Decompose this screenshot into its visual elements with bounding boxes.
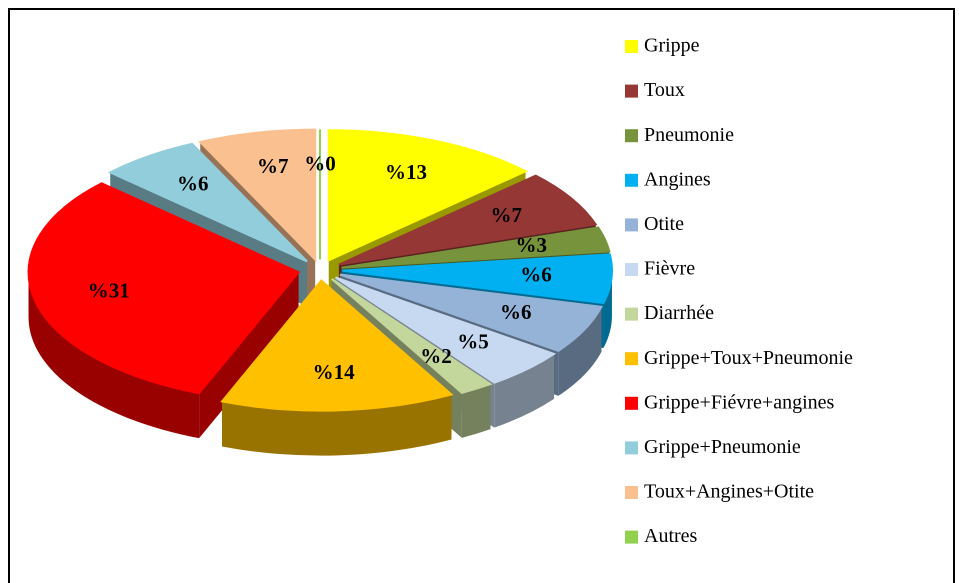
slice [27, 182, 301, 439]
pie-slice [331, 278, 493, 394]
slice-wall [461, 384, 491, 438]
slice-wall [558, 306, 602, 396]
pie-slice [107, 142, 308, 263]
data-label: %0 [304, 152, 336, 176]
data-label: %5 [457, 329, 489, 353]
pie-slice [327, 129, 528, 262]
legend-label: Toux+Angines+Otite [644, 481, 814, 503]
data-label: %2 [420, 344, 452, 368]
data-label: %3 [515, 233, 547, 257]
pie-slice [341, 226, 611, 269]
legend-swatch [625, 173, 638, 187]
legend-label: Fièvre [644, 258, 695, 280]
data-label: %6 [177, 172, 209, 196]
legend-swatch [625, 307, 638, 321]
slice-wall [494, 353, 554, 428]
data-label: %31 [88, 279, 130, 303]
legend-label: Grippe+Fiévre+angines [644, 391, 835, 413]
legend-label: Grippe+Pneumonie [644, 436, 801, 458]
legend-label: Autres [644, 525, 698, 547]
legend-label: Angines [644, 168, 711, 190]
legend-swatch [625, 396, 638, 410]
legend-label: Grippe+Toux+Pneumonie [644, 347, 853, 369]
data-label: %6 [500, 300, 532, 324]
legend-swatch [625, 40, 638, 53]
legend-label: Pneumonie [644, 124, 734, 146]
legend-swatch [625, 486, 638, 499]
data-label: %13 [385, 160, 427, 184]
legend-swatch [625, 441, 638, 455]
pie-slice [339, 273, 603, 353]
legend-swatch [625, 84, 638, 98]
legend-label: Diarrhée [644, 302, 714, 324]
pie-slice [27, 182, 301, 395]
pie-slice [220, 279, 454, 412]
legend-swatch [625, 263, 638, 276]
legend-swatch [625, 129, 638, 143]
data-label: %7 [257, 154, 289, 178]
legend-label: Toux [644, 79, 685, 101]
legend-swatch [625, 352, 638, 366]
pie-slice [335, 276, 557, 384]
data-label: %14 [313, 360, 356, 384]
slice-side [199, 272, 299, 439]
legend-label: Grippe [644, 35, 700, 57]
slice [220, 279, 454, 456]
pie-slice [338, 174, 598, 266]
legend-swatch [625, 218, 638, 232]
pie-slice [341, 253, 613, 305]
data-label: %6 [520, 262, 552, 286]
data-label: %7 [491, 203, 523, 227]
slice-wall [28, 272, 200, 439]
legend-swatch [625, 530, 638, 544]
pie-slice [198, 128, 317, 263]
legend-label: Otite [644, 213, 684, 235]
